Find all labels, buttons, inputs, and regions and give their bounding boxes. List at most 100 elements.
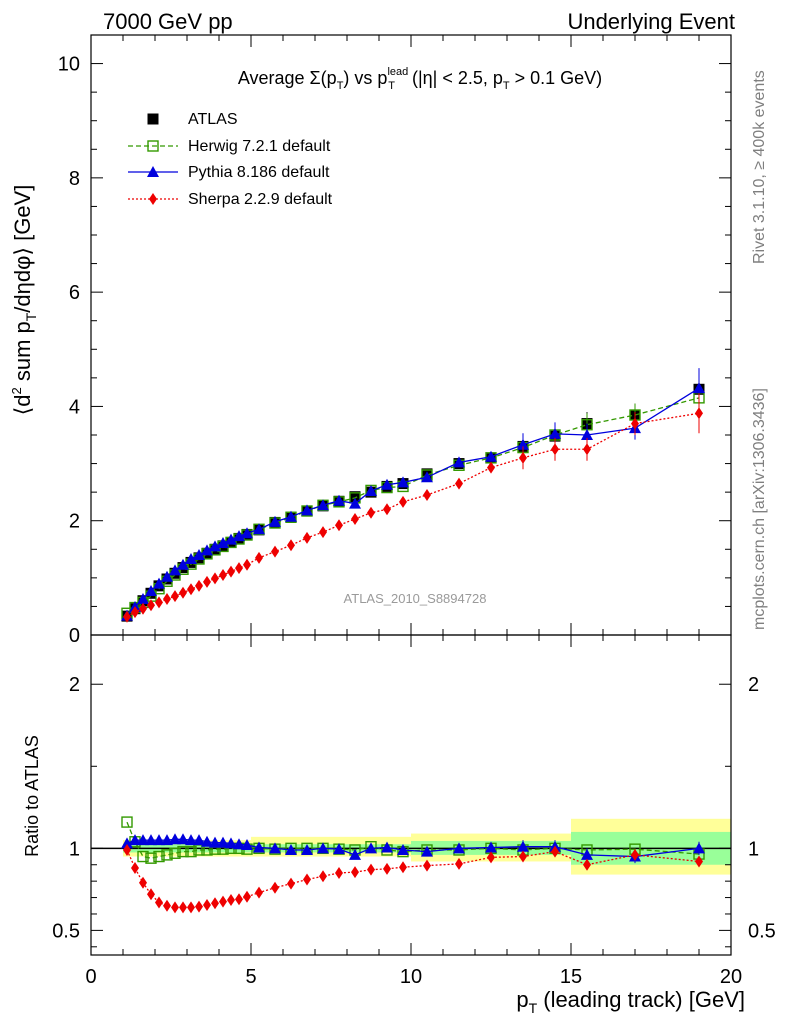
pythia-point xyxy=(549,427,561,439)
sherpa-ratio-point xyxy=(131,862,139,875)
pythia-point xyxy=(145,585,157,596)
sherpa-point xyxy=(203,575,211,588)
pythia-ratio-point xyxy=(193,834,205,846)
sherpa-ratio-point xyxy=(287,877,295,890)
legend-marker xyxy=(147,140,159,152)
pythia-point xyxy=(397,476,409,488)
pythia-ratio-point xyxy=(381,841,393,853)
pythia-point xyxy=(177,558,189,570)
sherpa-point xyxy=(227,565,235,578)
sherpa-point xyxy=(335,519,343,532)
sherpa-ratio-point xyxy=(219,895,227,908)
sherpa-point xyxy=(123,610,131,623)
pythia-point xyxy=(233,530,245,542)
herwig-ratio-point xyxy=(169,847,181,859)
sherpa-ratio-point xyxy=(271,881,279,894)
main-frame xyxy=(90,34,732,636)
pythia-ratio-line xyxy=(126,838,700,858)
sherpa-point xyxy=(695,407,703,420)
x-tick-label: 5 xyxy=(245,966,256,988)
pythia-ratio-point xyxy=(233,838,245,850)
pythia-point xyxy=(153,577,165,589)
pythia-ratio-point xyxy=(317,842,329,854)
sherpa-ratio-point xyxy=(583,858,591,871)
pythia-ratio-point xyxy=(397,843,409,855)
legend-marker xyxy=(147,166,159,177)
sherpa-ratio-point xyxy=(255,886,263,899)
sherpa-ratio-point xyxy=(423,859,431,872)
pythia-point xyxy=(381,478,393,490)
ratio-tick-label-left: 0.5 xyxy=(52,920,80,942)
y-tick-label: 0 xyxy=(69,625,80,647)
ratio-axis-label: Ratio to ATLAS xyxy=(22,735,42,857)
pythia-point xyxy=(185,553,197,564)
x-tick-label: 20 xyxy=(720,966,742,988)
pythia-ratio-point xyxy=(581,848,593,860)
sherpa-point xyxy=(383,503,391,516)
pythia-ratio-point xyxy=(201,835,213,847)
ratio-tick-label-left: 1 xyxy=(69,838,80,860)
pythia-point xyxy=(137,593,149,604)
pythia-ratio-point xyxy=(253,841,265,853)
pythia-ratio-point xyxy=(241,839,253,851)
sherpa-point xyxy=(179,586,187,599)
x-tick-label: 10 xyxy=(400,966,422,988)
pythia-ratio-point xyxy=(225,837,237,849)
pythia-ratio-point xyxy=(177,833,189,845)
sherpa-ratio-line xyxy=(126,849,700,909)
pythia-ratio-point xyxy=(269,842,281,854)
x-tick-label: 0 xyxy=(85,966,96,988)
legend-label: Herwig 7.2.1 default xyxy=(188,138,331,155)
pythia-ratio-point xyxy=(153,834,165,846)
pythia-ratio-point xyxy=(693,842,705,854)
pythia-point xyxy=(285,510,297,522)
pythia-ratio-point xyxy=(517,840,529,852)
sherpa-point xyxy=(187,583,195,596)
sherpa-ratio-point xyxy=(203,898,211,911)
sherpa-ratio-point xyxy=(519,850,527,863)
x-axis-label: pT (leading track) [GeV] xyxy=(516,987,745,1016)
pythia-ratio-point xyxy=(145,834,157,846)
sherpa-point xyxy=(519,451,527,464)
y-tick-label: 4 xyxy=(69,396,80,418)
sherpa-point xyxy=(271,545,279,558)
sherpa-ratio-point xyxy=(303,873,311,886)
sherpa-point xyxy=(487,461,495,474)
sherpa-ratio-point xyxy=(155,896,163,909)
pythia-ratio-point xyxy=(209,836,221,848)
sherpa-point xyxy=(583,443,591,456)
pythia-point xyxy=(421,471,433,483)
sherpa-point xyxy=(303,531,311,544)
sherpa-point xyxy=(195,579,203,592)
herwig-ratio-point xyxy=(145,852,157,864)
pythia-ratio-point xyxy=(421,845,433,857)
pythia-point xyxy=(581,429,593,440)
ratio-tick-label-right: 1 xyxy=(748,838,759,860)
sherpa-point xyxy=(631,417,639,430)
legend-label: Sherpa 2.2.9 default xyxy=(188,191,333,208)
pythia-ratio-point xyxy=(169,833,181,845)
y-tick-label: 2 xyxy=(69,511,80,533)
sherpa-ratio-point xyxy=(383,862,391,875)
sherpa-point xyxy=(423,489,431,501)
mcplots-label: mcplots.cern.ch [arXiv:1306.3436] xyxy=(751,388,768,630)
y-axis-label: ⟨d2 sum pT/dηdφ⟩ [GeV] xyxy=(9,185,39,416)
sherpa-ratio-point xyxy=(187,901,195,914)
pythia-point xyxy=(333,494,345,506)
atlas-point xyxy=(349,491,361,503)
pythia-point xyxy=(301,504,313,516)
sherpa-ratio-point xyxy=(123,843,131,856)
sherpa-point xyxy=(131,606,139,619)
sherpa-point xyxy=(139,602,147,615)
sherpa-ratio-point xyxy=(351,866,359,879)
sherpa-point xyxy=(351,513,359,525)
pythia-ratio-point xyxy=(285,843,297,855)
sherpa-point xyxy=(211,572,219,585)
sherpa-ratio-point xyxy=(163,899,171,912)
ratio-tick-label-left: 2 xyxy=(69,674,80,696)
legend-label: ATLAS xyxy=(188,111,238,128)
pythia-point xyxy=(193,549,205,560)
sherpa-ratio-point xyxy=(171,901,179,914)
pythia-ratio-point xyxy=(161,834,173,846)
sherpa-point xyxy=(455,477,463,490)
